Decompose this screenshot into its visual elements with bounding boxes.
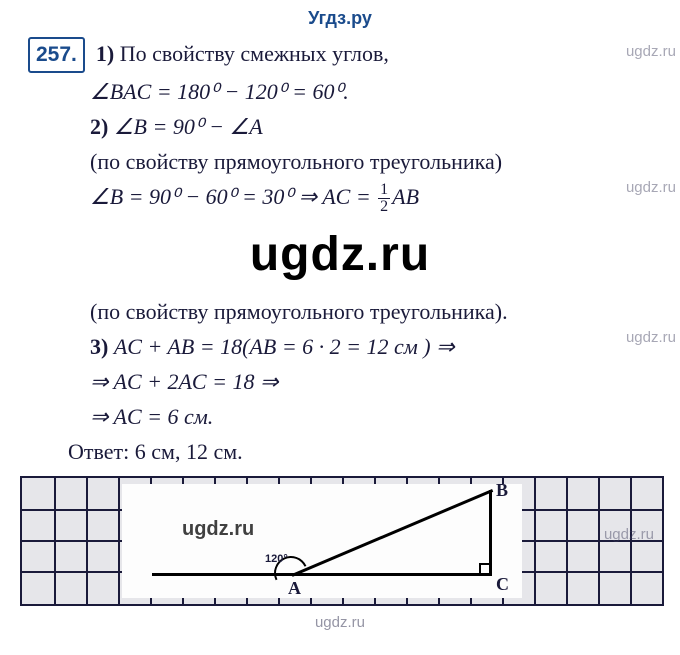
step-1-line-1: 257. 1) По свойству смежных углов, <box>28 37 652 73</box>
eq-text: ∠B = 90⁰ − 60⁰ = 30⁰ ⇒ <box>90 184 322 209</box>
step-3-line-2: ⇒ AC + 2AC = 18 ⇒ <box>28 365 652 398</box>
eq-text: ∠B = 90⁰ − ∠A <box>114 114 263 139</box>
label-a: A <box>288 578 301 599</box>
step-number-2: 2) <box>90 114 108 139</box>
step-3-line-1: 3) AC + AB = 18(AB = 6 · 2 = 12 см ) ⇒ <box>28 330 652 363</box>
eq-text: ∠BAC = 180⁰ − 120⁰ = 60⁰. <box>90 79 349 104</box>
solution-body: ugdz.ru ugdz.ru ugdz.ru 257. 1) По свойс… <box>0 37 680 468</box>
watermark-large: ugdz.ru <box>28 219 652 291</box>
step-2-note-2: (по свойству прямоугольного треугольника… <box>28 295 652 328</box>
eq-text: AC + AB = 18(AB = 6 · 2 = 12 см ) ⇒ <box>114 334 455 359</box>
step-number-1: 1) <box>96 41 114 66</box>
step-2-line-2: ∠B = 90⁰ − 60⁰ = 30⁰ ⇒ AC = 12AB <box>28 180 652 215</box>
step-2-note-1: (по свойству прямоугольного треугольника… <box>28 145 652 178</box>
step-1-text: По свойству смежных углов, <box>114 41 389 66</box>
label-b: B <box>496 480 508 501</box>
step-number-3: 3) <box>90 334 108 359</box>
answer-line: Ответ: 6 см, 12 см. <box>28 435 652 468</box>
footer-watermark: ugdz.ru <box>0 608 680 637</box>
problem-number: 257. <box>28 37 85 73</box>
right-angle-marker <box>479 563 491 575</box>
label-c: C <box>496 574 509 595</box>
frac-num: 1 <box>378 182 390 199</box>
figure-container: A B C 120° ugdz.ru ugdz.ru <box>0 470 680 608</box>
site-header: Угдз.ру <box>0 0 680 35</box>
step-1-equation: ∠BAC = 180⁰ − 120⁰ = 60⁰. <box>28 75 652 108</box>
eq-text: AC = <box>322 184 376 209</box>
geometry-figure: A B C 120° ugdz.ru ugdz.ru <box>20 476 664 606</box>
fraction: 12 <box>378 182 390 215</box>
step-2-line-1: 2) ∠B = 90⁰ − ∠A <box>28 110 652 143</box>
label-angle: 120° <box>265 553 288 565</box>
eq-text: AB <box>392 184 419 209</box>
step-3-line-3: ⇒ AC = 6 см. <box>28 400 652 433</box>
frac-den: 2 <box>378 199 390 215</box>
line-base <box>152 573 492 576</box>
